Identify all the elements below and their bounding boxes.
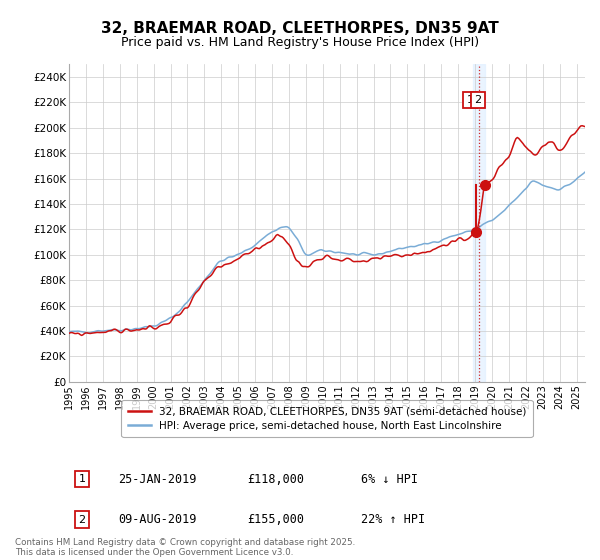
Text: Contains HM Land Registry data © Crown copyright and database right 2025.
This d: Contains HM Land Registry data © Crown c…: [15, 538, 355, 557]
Text: 1: 1: [79, 474, 85, 484]
Text: 32, BRAEMAR ROAD, CLEETHORPES, DN35 9AT: 32, BRAEMAR ROAD, CLEETHORPES, DN35 9AT: [101, 21, 499, 36]
Text: 25-JAN-2019: 25-JAN-2019: [118, 473, 196, 486]
Text: £155,000: £155,000: [247, 513, 304, 526]
Text: Price paid vs. HM Land Registry's House Price Index (HPI): Price paid vs. HM Land Registry's House …: [121, 36, 479, 49]
Text: 2: 2: [475, 95, 482, 105]
Bar: [473, 64, 485, 382]
Text: 2: 2: [79, 515, 85, 525]
Text: 09-AUG-2019: 09-AUG-2019: [118, 513, 196, 526]
Text: 6% ↓ HPI: 6% ↓ HPI: [361, 473, 418, 486]
Text: 22% ↑ HPI: 22% ↑ HPI: [361, 513, 425, 526]
Legend: 32, BRAEMAR ROAD, CLEETHORPES, DN35 9AT (semi-detached house), HPI: Average pric: 32, BRAEMAR ROAD, CLEETHORPES, DN35 9AT …: [121, 400, 533, 437]
Text: £118,000: £118,000: [247, 473, 304, 486]
Text: 1: 1: [466, 95, 473, 105]
